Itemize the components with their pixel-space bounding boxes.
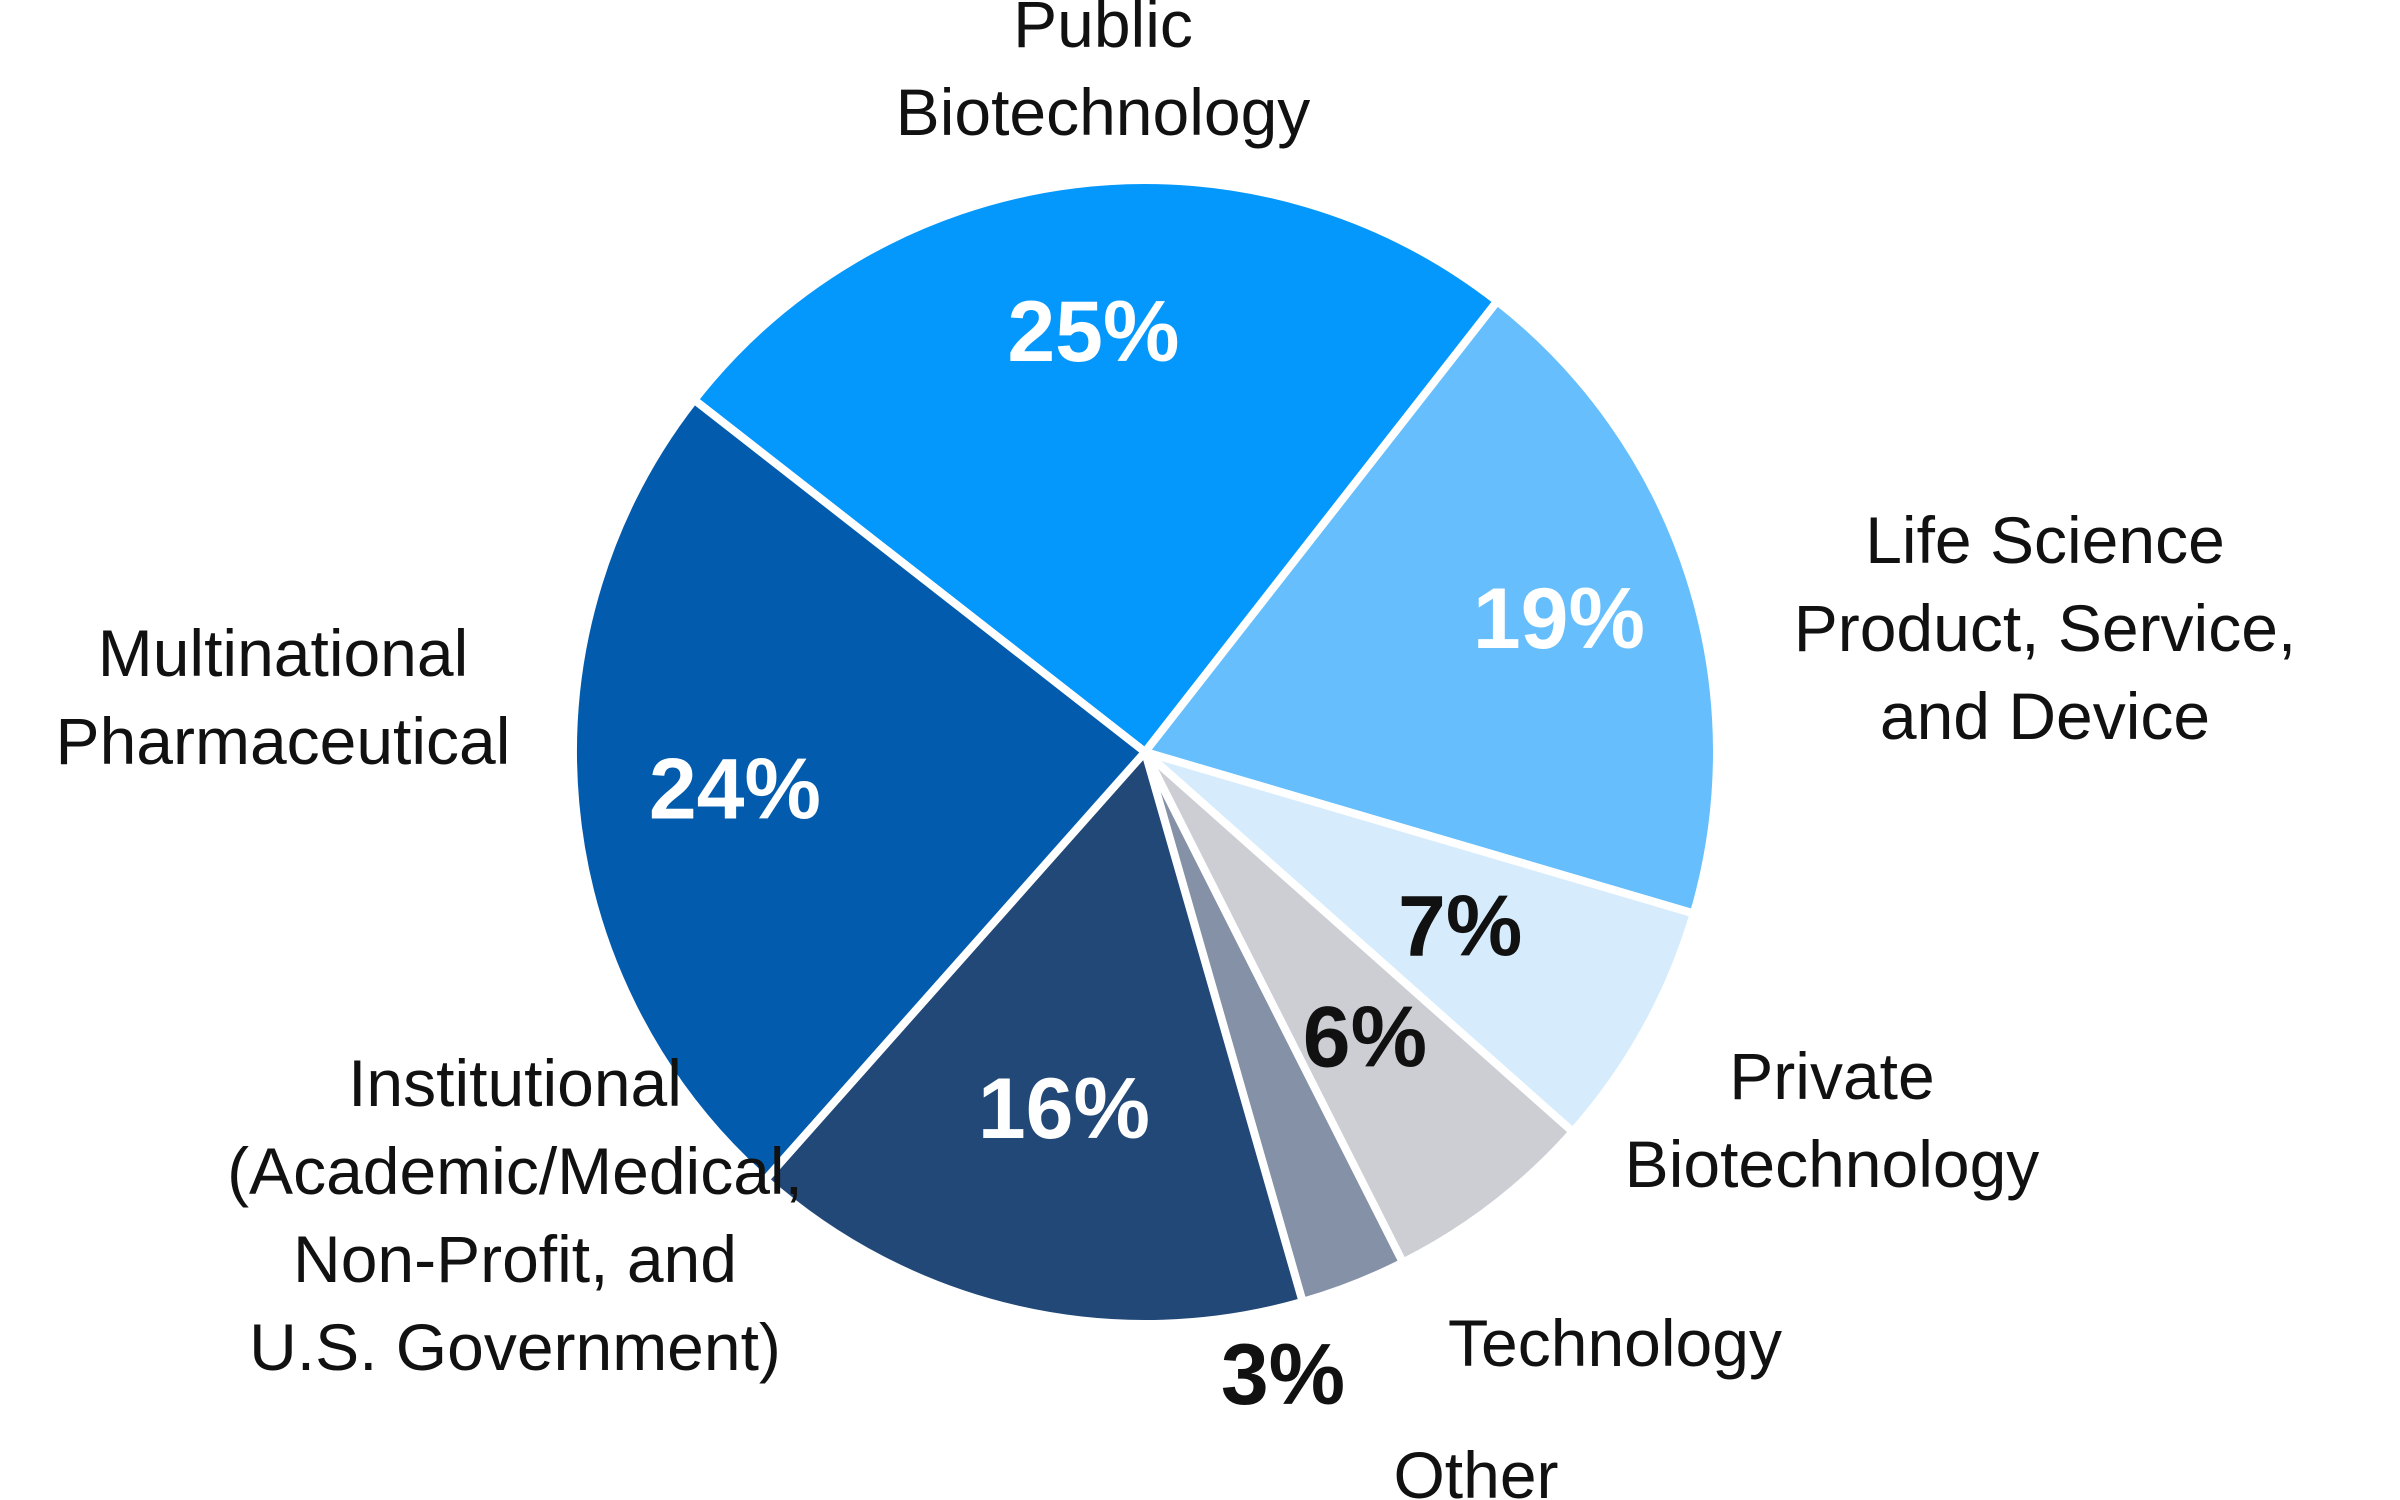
value-label-multinational-pharmaceutical: 24% [649,741,821,837]
category-label-institutional-academic-medical-non-profit-and-u-s-government: Institutional (Academic/Medical, Non-Profi… [227,1046,803,1384]
category-label-line: U.S. Government) [249,1310,781,1384]
value-label-technology: 6% [1303,990,1427,1086]
category-label-line: Technology [1448,1306,1782,1380]
category-label-line: Multinational [98,616,469,690]
category-label-line: Biotechnology [1625,1127,2040,1201]
category-label-line: Pharmaceutical [56,704,511,778]
category-label-line: Non-Profit, and [293,1222,737,1296]
category-label-public-biotechnology: Public Biotechnology [896,0,1311,149]
value-label-life-science-product-service-and-device: 19% [1473,571,1645,667]
pie-slice-public-biotechnology [690,176,1502,756]
category-label-line: (Academic/Medical, [227,1134,803,1208]
category-label-multinational-pharmaceutical: Multinational Pharmaceutical [56,616,511,778]
category-label-line: and Device [1880,679,2210,753]
category-labels: Public Biotechnology Life Science Product, … [56,0,2297,1500]
category-label-private-biotechnology: Private Biotechnology [1625,1039,2040,1201]
value-label-public-biotechnology: 25% [1007,284,1179,380]
category-label-line: Biotechnology [896,75,1311,149]
category-label-line: Life Science [1865,503,2225,577]
category-label-line: Other [1393,1438,1558,1500]
category-label-line: Institutional [348,1046,682,1120]
category-label-line: Product, Service, [1794,591,2297,665]
category-label-technology: Technology [1448,1306,1782,1380]
value-label-institutional-academic-medical-non-profit-and-u-s-government: 16% [978,1061,1150,1157]
category-label-line: Public [1013,0,1193,61]
category-label-other: Other [1393,1438,1558,1500]
category-label-life-science-product-service-and-device: Life Science Product, Service, and Device [1794,503,2297,753]
pie-slice-multinational-pharmaceutical [569,395,1149,1184]
pie-slice-private-biotechnology [1141,748,1698,1136]
category-label-line: Private [1729,1039,1934,1113]
value-label-private-biotechnology: 7% [1398,879,1522,975]
pie-slice-life-science-product-service-and-device [1141,297,1721,918]
value-labels: 25% 19% 7% 6% 3% 16% 24% [649,284,1645,1423]
value-label-other: 3% [1221,1327,1345,1423]
pie-slice-technology [1141,748,1577,1267]
pie-slice-institutional-academic-medical-non-profit-and-u-s-government [761,748,1307,1328]
pie-slices [569,176,1721,1328]
